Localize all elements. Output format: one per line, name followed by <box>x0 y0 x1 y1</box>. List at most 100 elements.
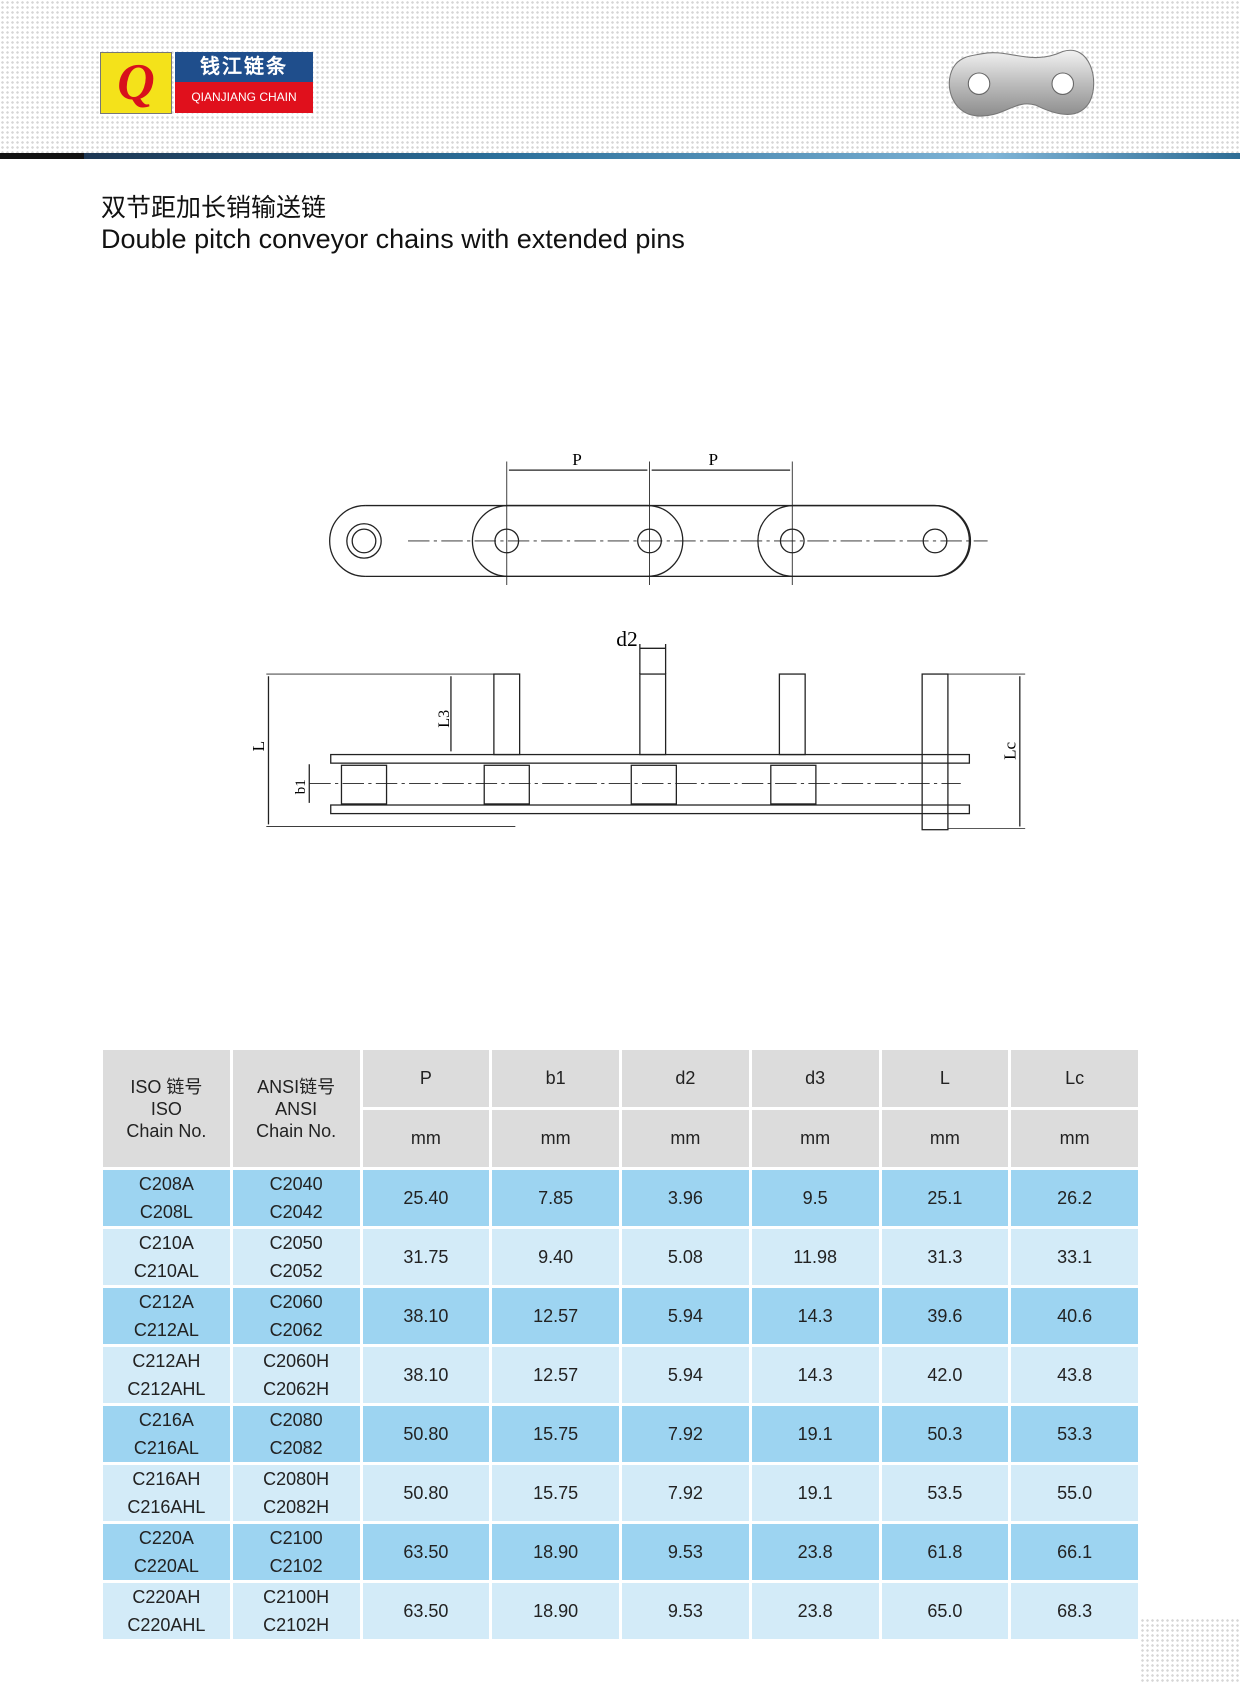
table-row: C208A C208L C2040 C2042 25.40 7.85 3.96 9.5 25.1… <box>100 1167 1141 1229</box>
iso-cell: C220A C220AL <box>100 1521 233 1583</box>
value-cell: 53.3 <box>1008 1403 1141 1465</box>
iso-cell: C212AH C212AHL <box>100 1344 233 1406</box>
value-cell: 9.40 <box>489 1226 622 1288</box>
dim-lc: Lc <box>1001 741 1020 759</box>
chain-link-icon <box>948 49 1095 117</box>
value-cell: 18.90 <box>489 1521 622 1583</box>
ansi-cell: C2080 C2082 <box>229 1403 363 1465</box>
top-view <box>329 461 988 585</box>
iso-cell: C216AH C216AHL <box>100 1462 233 1524</box>
ansi-cell: C2050 C2052 <box>229 1226 363 1288</box>
value-cell: 33.1 <box>1008 1226 1141 1288</box>
side-view <box>266 644 1026 831</box>
table-row: C210A C210AL C2050 C2052 31.75 9.40 5.08 11.98 3… <box>100 1226 1141 1288</box>
header-iso: ISO 链号 ISO Chain No. <box>100 1047 233 1170</box>
ansi-cell: C2060H C2062H <box>229 1344 363 1406</box>
dim-d2: d2 <box>616 627 637 651</box>
value-cell: 25.1 <box>878 1167 1012 1229</box>
value-cell: 38.10 <box>359 1285 493 1347</box>
value-cell: 9.53 <box>619 1580 752 1642</box>
value-cell: 23.8 <box>748 1521 882 1583</box>
table-row: C216A C216AL C2080 C2082 50.80 15.75 7.92 19.1 5… <box>100 1403 1141 1465</box>
value-cell: 5.94 <box>619 1344 752 1406</box>
value-cell: 7.92 <box>619 1403 752 1465</box>
value-cell: 19.1 <box>748 1403 882 1465</box>
value-cell: 9.5 <box>748 1167 882 1229</box>
value-cell: 25.40 <box>359 1167 493 1229</box>
value-cell: 19.1 <box>748 1462 882 1524</box>
value-cell: 38.10 <box>359 1344 493 1406</box>
value-cell: 63.50 <box>359 1521 493 1583</box>
value-cell: 15.75 <box>489 1462 622 1524</box>
value-cell: 66.1 <box>1008 1521 1141 1583</box>
header-l: L <box>878 1047 1012 1110</box>
dim-l: L <box>249 741 268 751</box>
table-row: C220A C220AL C2100 C2102 63.50 18.90 9.53 23.8 6… <box>100 1521 1141 1583</box>
value-cell: 14.3 <box>748 1344 882 1406</box>
value-cell: 18.90 <box>489 1580 622 1642</box>
value-cell: 63.50 <box>359 1580 493 1642</box>
dim-b1: b1 <box>293 779 309 794</box>
value-cell: 5.08 <box>619 1226 752 1288</box>
value-cell: 50.80 <box>359 1462 493 1524</box>
brand-name-en: QIANJIANG CHAIN <box>175 82 313 113</box>
ansi-cell: C2080H C2082H <box>229 1462 363 1524</box>
unit: mm <box>619 1107 752 1170</box>
iso-cell: C208A C208L <box>100 1167 233 1229</box>
value-cell: 26.2 <box>1008 1167 1141 1229</box>
value-cell: 43.8 <box>1008 1344 1141 1406</box>
value-cell: 23.8 <box>748 1580 882 1642</box>
iso-cell: C210A C210AL <box>100 1226 233 1288</box>
header-lc: Lc <box>1008 1047 1141 1110</box>
header-d2: d2 <box>619 1047 752 1110</box>
table-row: C212A C212AL C2060 C2062 38.10 12.57 5.94 14.3 3… <box>100 1285 1141 1347</box>
brand-logo-mark: Q <box>100 52 172 114</box>
iso-cell: C216A C216AL <box>100 1403 233 1465</box>
header-b1: b1 <box>489 1047 622 1110</box>
unit: mm <box>359 1107 493 1170</box>
page-title-cn: 双节距加长销输送链 <box>101 194 327 222</box>
value-cell: 40.6 <box>1008 1285 1141 1347</box>
value-cell: 5.94 <box>619 1285 752 1347</box>
corner-pattern <box>1140 1618 1240 1683</box>
spec-table: ISO 链号 ISO Chain No. ANSI链号 ANSI Chain No. P… <box>100 1047 1141 1642</box>
unit: mm <box>748 1107 882 1170</box>
value-cell: 53.5 <box>878 1462 1012 1524</box>
value-cell: 31.3 <box>878 1226 1012 1288</box>
header-d3: d3 <box>748 1047 882 1110</box>
ansi-cell: C2100H C2102H <box>229 1580 363 1642</box>
value-cell: 12.57 <box>489 1344 622 1406</box>
value-cell: 11.98 <box>748 1226 882 1288</box>
value-cell: 55.0 <box>1008 1462 1141 1524</box>
value-cell: 50.3 <box>878 1403 1012 1465</box>
value-cell: 42.0 <box>878 1344 1012 1406</box>
value-cell: 3.96 <box>619 1167 752 1229</box>
value-cell: 50.80 <box>359 1403 493 1465</box>
value-cell: 14.3 <box>748 1285 882 1347</box>
value-cell: 68.3 <box>1008 1580 1141 1642</box>
unit: mm <box>878 1107 1012 1170</box>
ansi-cell: C2100 C2102 <box>229 1521 363 1583</box>
header-p: P <box>359 1047 493 1110</box>
value-cell: 7.85 <box>489 1167 622 1229</box>
table-row: C212AH C212AHL C2060H C2062H 38.10 12.57 5.94 1… <box>100 1344 1141 1406</box>
value-cell: 15.75 <box>489 1403 622 1465</box>
value-cell: 31.75 <box>359 1226 493 1288</box>
value-cell: 12.57 <box>489 1285 622 1347</box>
dim-l3: L3 <box>436 710 453 728</box>
header-divider <box>0 153 1240 159</box>
value-cell: 39.6 <box>878 1285 1012 1347</box>
iso-cell: C220AH C220AHL <box>100 1580 233 1642</box>
table-row: C220AH C220AHL C2100H C2102H 63.50 18.90 9.53 2… <box>100 1580 1141 1642</box>
ansi-cell: C2040 C2042 <box>229 1167 363 1229</box>
value-cell: 61.8 <box>878 1521 1012 1583</box>
dim-p1: P <box>572 450 582 469</box>
header-ansi: ANSI链号 ANSI Chain No. <box>229 1047 363 1170</box>
brand-name-cn: 钱江链条 <box>175 52 313 82</box>
page-title-en: Double pitch conveyor chains with extend… <box>101 224 685 254</box>
iso-cell: C212A C212AL <box>100 1285 233 1347</box>
ansi-cell: C2060 C2062 <box>229 1285 363 1347</box>
unit: mm <box>1008 1107 1141 1170</box>
value-cell: 9.53 <box>619 1521 752 1583</box>
